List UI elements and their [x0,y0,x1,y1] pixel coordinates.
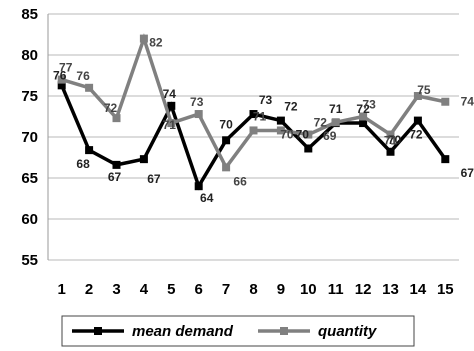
data-label: 68 [76,157,90,171]
data-point [249,110,258,119]
data-label: 75 [417,83,431,97]
y-axis-ticks: 55 60 65 70 75 80 85 [21,6,38,269]
data-label: 70 [296,127,310,141]
data-point [413,92,422,100]
y-tick-label: 75 [21,88,38,105]
data-point [167,101,176,110]
data-label: 72 [104,101,118,115]
x-tick-label: 2 [85,281,93,298]
data-point [249,126,258,135]
y-tick-label: 80 [21,47,38,64]
legend-swatch-marker [280,327,288,335]
data-point [413,116,422,125]
data-label: 74 [461,95,474,109]
data-label: 72 [284,100,298,114]
gridlines [47,13,459,261]
x-axis-ticks: 1 2 3 4 5 6 7 8 9 10 11 12 13 14 15 [58,281,454,298]
data-label: 72 [356,102,370,116]
data-point [304,144,313,153]
y-tick-label: 85 [21,6,38,23]
data-point [276,126,285,135]
x-tick-label: 5 [167,281,175,298]
data-label: 67 [108,170,122,184]
y-tick-label: 60 [21,211,38,228]
data-point [112,160,121,169]
data-point [222,163,231,172]
data-point [386,130,395,139]
data-label: 69 [323,129,337,143]
data-point [386,147,395,156]
data-label: 72 [409,128,423,142]
data-label: 74 [163,87,177,101]
data-label: 71 [163,118,177,132]
data-label: 70 [388,133,402,147]
x-tick-label: 8 [249,281,257,298]
y-tick-label: 70 [21,129,38,146]
data-label: 71 [384,134,398,148]
data-label: 67 [147,172,161,186]
x-tick-label: 13 [382,281,399,298]
x-tick-label: 10 [300,281,317,298]
data-label: 67 [461,166,474,180]
data-point [276,116,285,125]
y-tick-label: 65 [21,170,38,187]
data-label: 76 [53,68,67,82]
x-tick-label: 1 [58,281,66,298]
data-point [331,118,340,127]
data-label: 70 [219,117,233,131]
data-point [85,146,94,155]
x-tick-label: 15 [437,281,454,298]
data-point [167,119,176,128]
x-tick-label: 3 [112,281,120,298]
x-tick-label: 11 [328,281,344,298]
data-point [194,182,203,191]
data-label: 77 [59,61,73,75]
legend-label: mean demand [132,323,234,340]
data-point [139,34,148,43]
data-label: 72 [314,116,328,130]
data-point [441,155,450,164]
data-point [57,81,66,90]
data-point [85,83,94,92]
data-label: 71 [329,102,343,116]
legend-label: quantity [318,323,377,340]
x-tick-label: 9 [277,281,285,298]
legend-swatch-marker [94,327,102,335]
data-point [57,75,66,84]
data-label: 73 [259,93,273,107]
data-label: 71 [253,109,267,123]
data-point [359,112,368,121]
x-tick-label: 12 [355,281,372,298]
data-point [112,114,121,123]
data-point [194,110,203,119]
x-tick-label: 7 [222,281,230,298]
x-tick-label: 4 [140,281,149,298]
y-tick-label: 55 [21,252,38,269]
data-label: 73 [362,98,376,112]
series-lines [57,33,450,191]
data-label: 66 [233,174,247,188]
x-tick-label: 6 [195,281,203,298]
data-point [222,136,231,145]
x-tick-label: 14 [410,281,427,298]
data-label: 82 [149,36,163,50]
data-point [139,155,148,164]
data-label: 70 [280,127,294,141]
data-point [359,119,368,128]
data-point [304,130,313,139]
data-label: 76 [76,69,90,83]
data-label: 64 [200,191,214,205]
legend: mean demand quantity [61,315,415,347]
data-point [441,97,450,106]
data-label: 73 [190,95,204,109]
